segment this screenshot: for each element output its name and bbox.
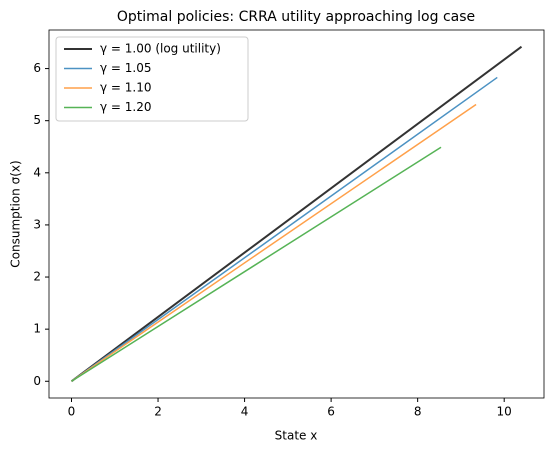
plot-frame xyxy=(48,29,545,399)
x-tick-label: 2 xyxy=(154,405,162,419)
x-tick-label: 6 xyxy=(327,405,335,419)
x-tick-label: 8 xyxy=(414,405,422,419)
x-tick-label: 0 xyxy=(68,405,76,419)
y-tick-label: 2 xyxy=(33,270,41,284)
y-axis-label: Consumption σ(x) xyxy=(9,160,23,267)
legend-box xyxy=(55,36,249,122)
line-series xyxy=(70,45,523,383)
y-tick-label: 0 xyxy=(33,374,41,388)
y-tick-label: 5 xyxy=(33,113,41,127)
legend-label: γ = 1.10 xyxy=(100,81,152,95)
legend: γ = 1.00 (log utility) γ = 1.05 γ = 1.10 γ … xyxy=(55,36,249,122)
chart-title: Optimal policies: CRRA utility approachi… xyxy=(117,9,475,25)
line-series xyxy=(71,103,477,382)
x-axis-label: State x xyxy=(275,429,318,443)
y-tick-label: 3 xyxy=(33,217,41,231)
y-tick-label: 6 xyxy=(33,61,41,75)
legend-label: γ = 1.05 xyxy=(100,61,152,75)
legend-label: γ = 1.00 (log utility) xyxy=(100,42,221,56)
x-tick-label: 10 xyxy=(497,405,512,419)
x-tick-label: 4 xyxy=(241,405,249,419)
y-tick-label: 4 xyxy=(33,165,41,179)
legend-label: γ = 1.20 xyxy=(100,100,152,114)
line-series xyxy=(71,146,442,382)
y-tick-label: 1 xyxy=(33,322,41,336)
line-series xyxy=(71,76,498,382)
